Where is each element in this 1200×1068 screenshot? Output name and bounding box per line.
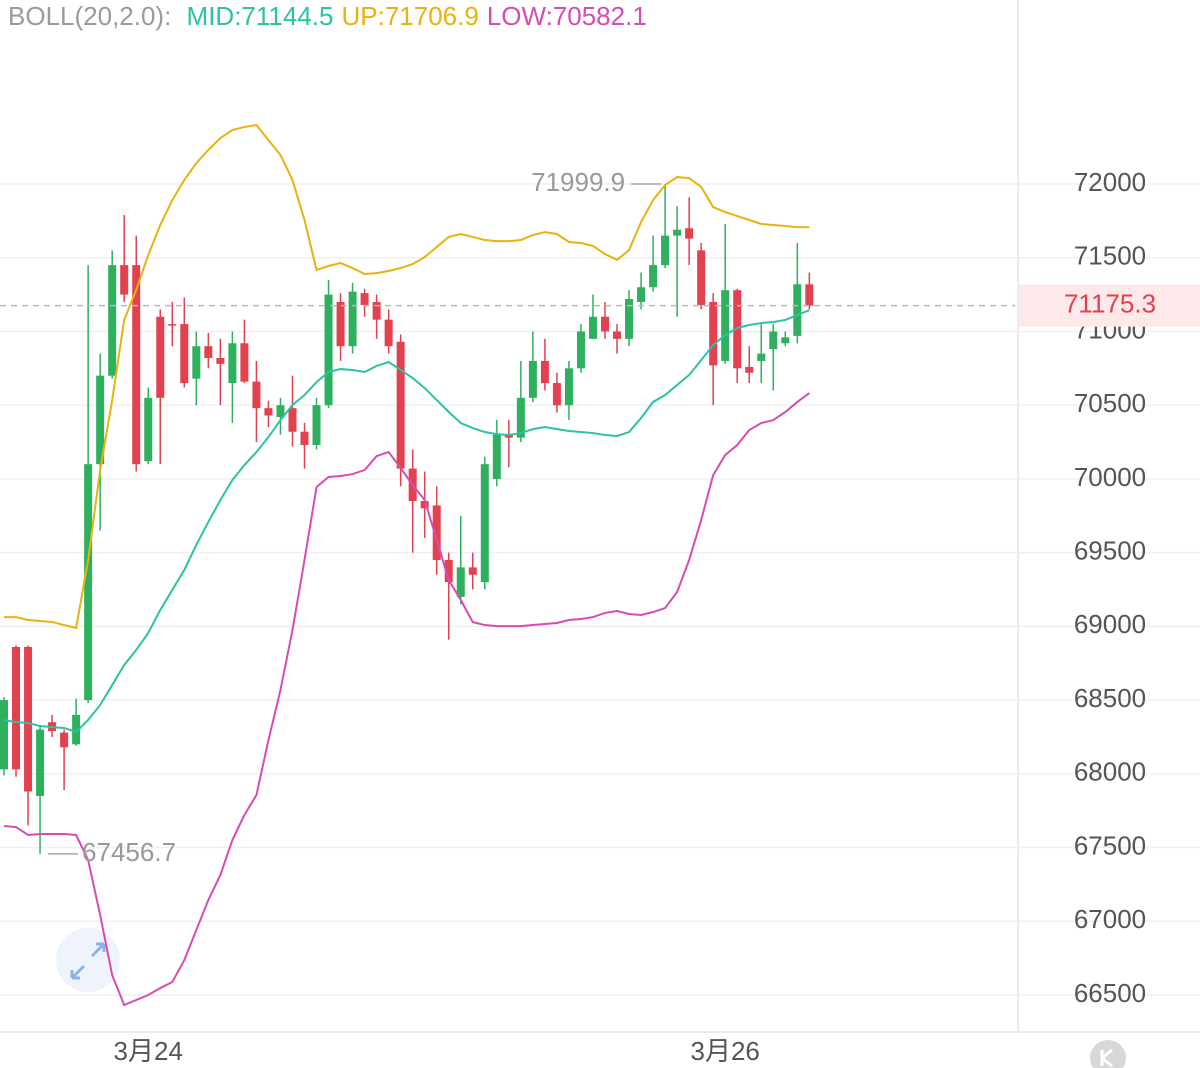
indicator-header: BOLL(20,2.0): MID:71144.5 UP:71706.9 LOW:7… [8, 0, 655, 32]
low-marker-label: 67456.7 [82, 837, 176, 867]
candle-body [240, 343, 249, 382]
candle-body [769, 331, 778, 350]
candle-body [144, 397, 153, 462]
candle-body [60, 732, 69, 748]
candle-body [456, 567, 465, 597]
candle-body [661, 235, 670, 266]
candle-body [480, 464, 489, 583]
candle-body [168, 324, 177, 326]
boll-line [4, 123, 810, 630]
candle-body [228, 343, 237, 384]
candle-body [264, 408, 273, 416]
indicator-value: MID:71144.5 [186, 1, 334, 31]
candle-body [216, 358, 225, 364]
candle-body [721, 290, 730, 361]
y-tick-label: 68000 [1074, 757, 1146, 787]
candle-body [552, 383, 561, 406]
k-button[interactable] [1090, 1040, 1126, 1068]
candle-body [637, 287, 646, 302]
candle-body [324, 294, 333, 406]
candle-body [685, 228, 694, 239]
candle-body [625, 299, 634, 339]
candle-body [468, 567, 477, 575]
indicator-value: LOW:70582.1 [486, 1, 647, 31]
candle-body [564, 368, 573, 406]
candle-body [697, 250, 706, 305]
candle-body [0, 700, 8, 770]
candle-body [288, 408, 297, 432]
candle-body [709, 301, 718, 366]
indicator-value: UP:71706.9 [341, 1, 479, 31]
candle-body [72, 714, 81, 745]
y-tick-label: 72000 [1074, 167, 1146, 197]
candle-body [12, 647, 21, 770]
last-price-label: 71175.3 [1064, 288, 1156, 318]
candle-body [192, 346, 201, 379]
candle-body [805, 284, 814, 306]
candle-body [649, 265, 658, 288]
y-tick-label: 70500 [1074, 388, 1146, 418]
candle-body [793, 284, 802, 336]
candle-body [528, 360, 537, 398]
candle-body [252, 381, 261, 409]
candle-body [613, 331, 622, 339]
y-tick-label: 66500 [1074, 978, 1146, 1008]
candle-body [540, 360, 549, 384]
candle-body [108, 265, 117, 376]
y-tick-label: 70000 [1074, 462, 1146, 492]
candle-body [396, 341, 405, 469]
candle-body [733, 290, 742, 369]
candle-body [673, 229, 682, 236]
boll-line [3, 392, 810, 1007]
candle-body [156, 316, 165, 398]
candle-body [276, 405, 285, 417]
indicator-title: BOLL(20,2.0): [8, 1, 172, 31]
candle-body [588, 316, 597, 339]
x-tick-label: 3月24 [114, 1036, 183, 1066]
candle-body [781, 337, 790, 344]
candle-body [492, 434, 501, 479]
candle-body [204, 346, 213, 359]
candle-body [24, 647, 33, 792]
y-tick-label: 71500 [1074, 241, 1146, 271]
candle-body [180, 324, 189, 384]
candle-body [444, 560, 453, 583]
expand-button[interactable] [56, 928, 120, 992]
candle-body [516, 397, 525, 438]
candle-body [372, 301, 381, 320]
candle-body [432, 505, 441, 561]
candle-body [36, 729, 45, 796]
y-tick-label: 67000 [1074, 904, 1146, 934]
candle-body [504, 434, 513, 438]
candle-body [384, 319, 393, 347]
candle-body [420, 501, 429, 509]
candle-body [300, 431, 309, 446]
y-tick-label: 69000 [1074, 609, 1146, 639]
boll-line [3, 309, 810, 734]
candle-body [576, 331, 585, 369]
candle-body [84, 464, 93, 701]
candle-body [336, 301, 345, 347]
candle-body [96, 375, 105, 465]
candle-body [601, 316, 609, 332]
y-tick-label: 69500 [1074, 536, 1146, 566]
high-marker-label: 71999.9 [531, 167, 625, 197]
candle-body [360, 293, 369, 305]
candle-body [132, 265, 141, 465]
candle-body [120, 265, 129, 295]
last-price-box [1019, 284, 1200, 327]
y-tick-label: 67500 [1074, 830, 1146, 860]
candle-body [348, 291, 357, 347]
y-tick-label: 68500 [1074, 683, 1146, 713]
candle-body [745, 366, 754, 373]
x-tick-label: 3月26 [691, 1036, 760, 1066]
candle-body [312, 405, 321, 446]
candle-body [757, 353, 766, 361]
